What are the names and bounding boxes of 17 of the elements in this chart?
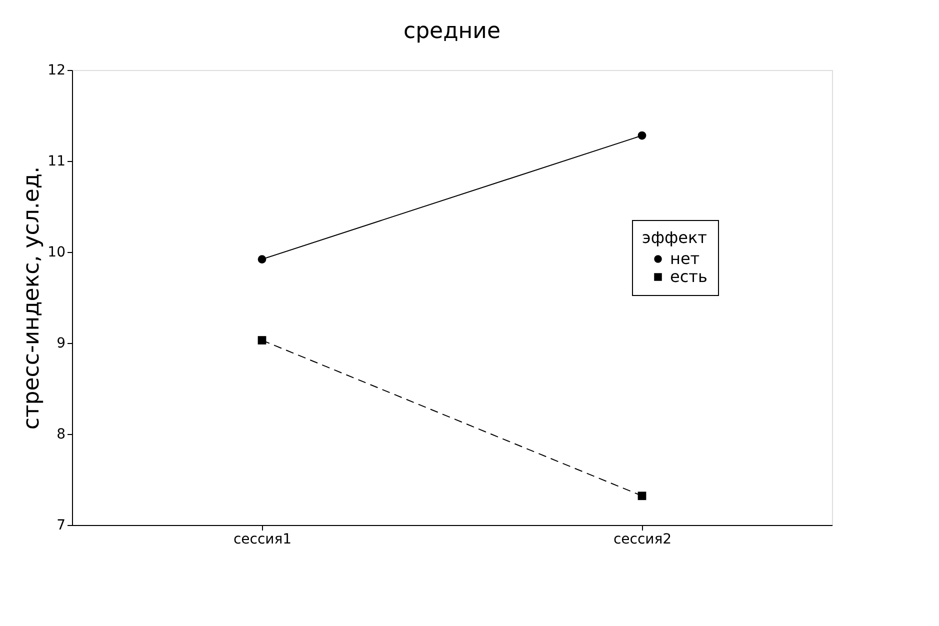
y-tick-label: 7	[56, 518, 66, 534]
point	[638, 131, 646, 140]
x-tick-label: сессия2	[613, 532, 672, 548]
legend-label: нет	[670, 249, 700, 268]
y-tick-label: 11	[48, 154, 66, 170]
legend-title: эффект	[642, 228, 707, 247]
chart-title: средние	[403, 19, 501, 44]
point	[638, 492, 646, 500]
y-tick-label: 9	[56, 336, 66, 352]
x-tick-label: сессия1	[233, 532, 292, 548]
y-tick-label: 10	[48, 244, 66, 260]
point	[258, 255, 266, 264]
y-axis-title: стресс-индекс, усл.ед.	[20, 166, 45, 430]
point	[258, 336, 266, 344]
y-tick-label: 12	[48, 62, 66, 78]
legend-label: есть	[670, 267, 708, 286]
y-tick-label: 8	[56, 426, 66, 442]
